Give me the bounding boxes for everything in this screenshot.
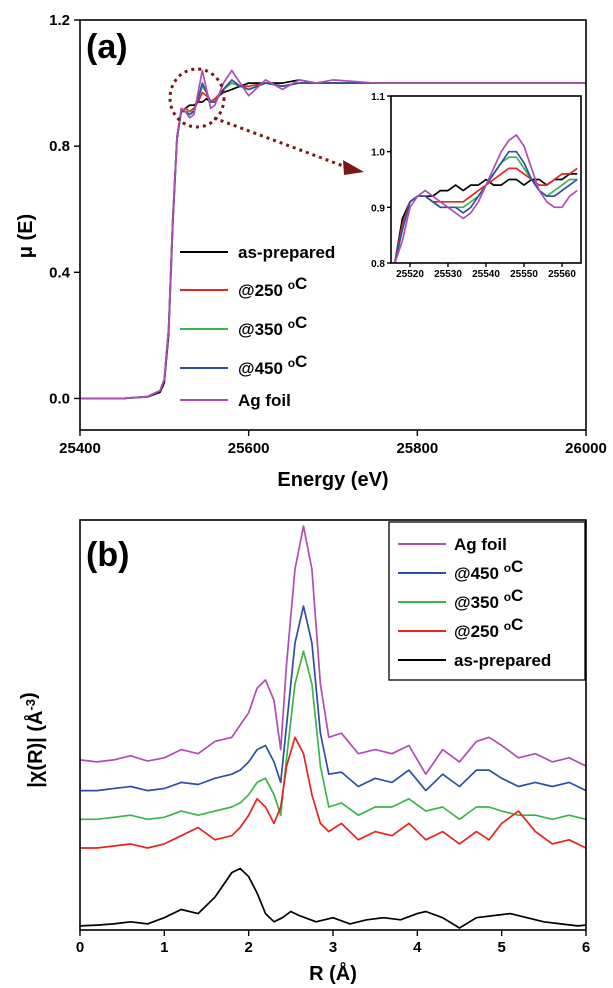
panel-b-legend: Ag foil @450 oC @350 oC @250 oC as-prepared [388, 521, 586, 681]
inset-x-tick-label: 25550 [510, 269, 538, 280]
x-tick-label: 25400 [59, 440, 101, 457]
legend-label-ag-foil: Ag foil [238, 391, 291, 410]
inset-series-group [393, 134, 578, 264]
panel-b-series-group [79, 525, 587, 929]
series-line-350-oc [79, 650, 587, 821]
inset-x-tick-label: 25520 [396, 269, 424, 280]
panel-a-frame [79, 19, 587, 431]
inset-x-tick-label: 25530 [434, 269, 462, 280]
inset-y-tick-label: 0.9 [371, 203, 385, 214]
panel-a-inset: 25520 25530 25540 25550 25560 0.8 0.9 1.0 1.1 [371, 92, 582, 280]
y-tick-label: 1.2 [49, 12, 70, 29]
zoom-arrow-line [213, 116, 347, 169]
x-tick-label: 25800 [396, 440, 438, 457]
panel-b-x-axis-title: R (Å) [309, 961, 357, 985]
y-tick-label: 0.4 [49, 264, 71, 281]
legend-label-as-prepared: as-prepared [454, 651, 551, 670]
legend-label-250-oc: @250 oC [238, 274, 307, 300]
panel-b: 0 1 2 3 4 5 6 (b) R (Å) |χ(R)| (Å-3) Ag foil @4… [18, 519, 590, 985]
x-tick-label: 0 [76, 939, 84, 956]
inset-y-tick-label: 0.8 [371, 259, 385, 270]
y-tick-label: 0.8 [49, 138, 70, 155]
zoom-region-circle [168, 67, 226, 129]
series-line-250-oc [79, 736, 587, 849]
x-tick-label: 26000 [565, 440, 607, 457]
x-tick-label: 1 [160, 939, 168, 956]
legend-label-350-oc: @350 oC [454, 586, 523, 612]
y-tick-label: 0.0 [49, 390, 70, 407]
legend-label-350-oc: @350 oC [238, 313, 307, 339]
inset-series-line-ag-foil [393, 134, 578, 264]
inset-x-tick-label: 25560 [548, 269, 576, 280]
x-tick-label: 4 [413, 939, 422, 956]
x-tick-label: 6 [582, 939, 590, 956]
panel-a-x-ticks: 25400 25600 25800 26000 [59, 430, 607, 457]
x-tick-label: 3 [329, 939, 337, 956]
legend-label-250-oc: @250 oC [454, 615, 523, 641]
series-line-ag-foil [79, 69, 587, 400]
series-line-as-prepared [79, 867, 587, 929]
panel-a-series-group [79, 69, 587, 400]
legend-label-450-oc: @450 oC [238, 352, 307, 378]
x-tick-label: 25600 [228, 440, 270, 457]
inset-y-ticks: 0.8 0.9 1.0 1.1 [371, 92, 391, 270]
zoom-arrow-head [343, 160, 364, 175]
panel-a-y-ticks: 0.0 0.4 0.8 1.2 [49, 12, 80, 407]
legend-label-as-prepared: as-prepared [238, 243, 335, 262]
inset-y-tick-label: 1.1 [371, 92, 385, 103]
inset-y-tick-label: 1.0 [371, 148, 385, 159]
panel-b-y-axis-title: |χ(R)| (Å-3) [18, 692, 47, 787]
panel-a: 25400 25600 25800 26000 0.0 0.4 0.8 1.2 (a) En… [15, 12, 607, 491]
legend-label-450-oc: @450 oC [454, 557, 523, 583]
x-tick-label: 5 [497, 939, 505, 956]
inset-x-ticks: 25520 25530 25540 25550 25560 [396, 263, 576, 280]
panel-a-x-axis-title: Energy (eV) [277, 469, 388, 491]
inset-x-tick-label: 25540 [472, 269, 500, 280]
panel-b-x-ticks: 0 1 2 3 4 5 6 [76, 930, 590, 956]
legend-label-ag-foil: Ag foil [454, 535, 507, 554]
series-line-450-oc [79, 605, 587, 792]
panel-a-legend: as-prepared @250 oC @350 oC @450 oC Ag foil [180, 243, 335, 410]
x-tick-label: 2 [244, 939, 252, 956]
panel-a-label: (a) [86, 28, 128, 66]
panel-a-y-axis-title: μ (E) [15, 214, 37, 258]
series-line-ag-foil [79, 525, 587, 776]
panel-b-label: (b) [86, 536, 129, 574]
